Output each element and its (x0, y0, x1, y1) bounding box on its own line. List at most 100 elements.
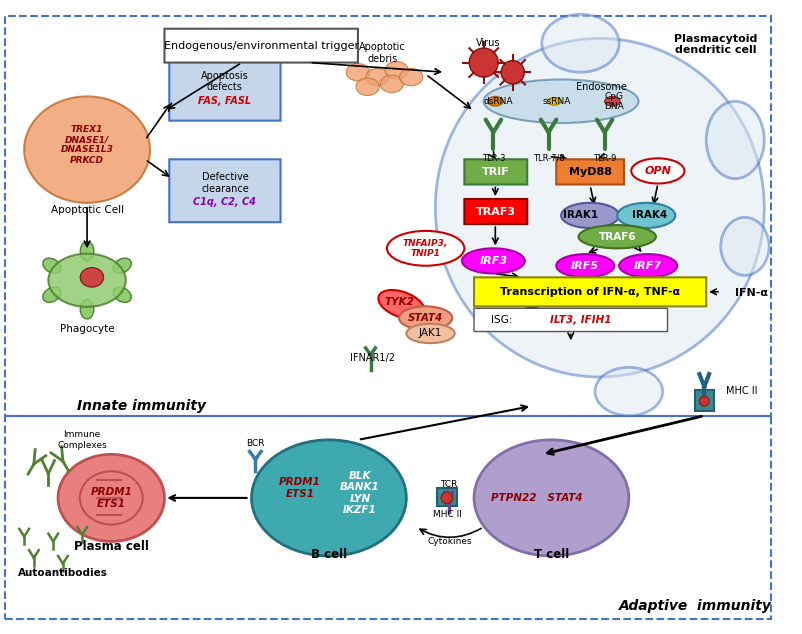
Text: T cell: T cell (534, 548, 569, 560)
Ellipse shape (618, 203, 675, 228)
Text: PTPN22   STAT4: PTPN22 STAT4 (491, 493, 583, 503)
Text: TRAF3: TRAF3 (476, 207, 516, 217)
FancyBboxPatch shape (557, 159, 624, 184)
Text: Apoptosis
defects: Apoptosis defects (201, 70, 249, 92)
Ellipse shape (366, 68, 389, 86)
Circle shape (501, 61, 525, 84)
Text: C1q, C2, C4: C1q, C2, C4 (193, 197, 257, 207)
Ellipse shape (595, 367, 662, 416)
Text: MyD88: MyD88 (569, 167, 612, 177)
Text: CpG
DNA: CpG DNA (605, 91, 624, 111)
Text: ILT3, IFIH1: ILT3, IFIH1 (549, 315, 611, 325)
Ellipse shape (387, 231, 464, 266)
Ellipse shape (252, 440, 407, 556)
Text: JAK1: JAK1 (419, 328, 442, 339)
Ellipse shape (43, 287, 61, 302)
Text: TLR-7/8: TLR-7/8 (533, 154, 565, 163)
Ellipse shape (462, 249, 525, 273)
Bar (695, 389, 714, 411)
Text: Apoptotic Cell: Apoptotic Cell (51, 205, 124, 215)
Ellipse shape (80, 471, 143, 524)
Text: TRAF6: TRAF6 (598, 231, 636, 242)
Ellipse shape (113, 258, 132, 273)
Bar (437, 488, 456, 506)
Ellipse shape (619, 254, 677, 277)
Text: TYK2: TYK2 (385, 297, 415, 306)
Ellipse shape (48, 254, 126, 307)
Text: TLR-3: TLR-3 (482, 154, 505, 163)
Text: IRF7: IRF7 (634, 261, 662, 271)
Text: dsRNA: dsRNA (484, 97, 513, 106)
Ellipse shape (707, 101, 764, 179)
FancyBboxPatch shape (474, 277, 707, 306)
Ellipse shape (80, 300, 94, 319)
Text: B cell: B cell (311, 548, 347, 560)
Ellipse shape (721, 217, 769, 275)
Ellipse shape (435, 39, 764, 377)
Ellipse shape (385, 61, 408, 79)
Text: BCR: BCR (246, 439, 265, 448)
Ellipse shape (488, 96, 503, 106)
Text: Plasma cell: Plasma cell (74, 540, 148, 553)
Circle shape (699, 396, 709, 406)
Text: TNFAIP3,
TNIP1: TNFAIP3, TNIP1 (403, 238, 448, 258)
Circle shape (469, 48, 498, 77)
Text: MHC II: MHC II (726, 387, 757, 396)
Text: Innate immunity: Innate immunity (78, 399, 206, 413)
Text: IRAK4: IRAK4 (633, 210, 668, 221)
Text: Autoantibodies: Autoantibodies (18, 568, 107, 578)
Text: IRAK1: IRAK1 (563, 210, 598, 221)
Text: IFN-α: IFN-α (735, 288, 768, 298)
Circle shape (441, 492, 453, 503)
Ellipse shape (346, 63, 370, 81)
FancyBboxPatch shape (464, 199, 527, 224)
FancyBboxPatch shape (169, 58, 281, 120)
Ellipse shape (43, 258, 61, 273)
Text: ssRNA: ssRNA (542, 97, 570, 106)
Text: FAS, FASL: FAS, FASL (198, 96, 252, 106)
Text: Virus: Virus (476, 38, 500, 48)
Text: IRF3: IRF3 (480, 256, 508, 266)
Ellipse shape (557, 254, 614, 277)
Text: IRF5: IRF5 (571, 261, 599, 271)
FancyBboxPatch shape (474, 308, 667, 332)
Text: Cytokines: Cytokines (427, 537, 472, 546)
Text: PRDM1
ETS1: PRDM1 ETS1 (91, 487, 132, 508)
Ellipse shape (474, 440, 629, 556)
Text: Defective
clearance: Defective clearance (201, 172, 249, 194)
Text: IFNAR1/2: IFNAR1/2 (350, 353, 395, 363)
Text: PRDM1
ETS1: PRDM1 ETS1 (279, 477, 321, 499)
Ellipse shape (113, 287, 132, 302)
Ellipse shape (379, 290, 424, 319)
Text: Endosome: Endosome (576, 82, 626, 92)
Ellipse shape (407, 324, 455, 343)
Text: TLR-9: TLR-9 (593, 154, 616, 163)
Ellipse shape (399, 68, 423, 86)
Text: Apoptotic
debris: Apoptotic debris (358, 42, 406, 63)
Ellipse shape (548, 98, 561, 105)
Text: BLK
BANK1
LYN
IKZF1: BLK BANK1 LYN IKZF1 (340, 470, 380, 515)
Ellipse shape (631, 158, 684, 183)
Text: TCR: TCR (440, 480, 458, 489)
Text: MHC II: MHC II (432, 510, 461, 519)
Text: Plasmacytoid
dendritic cell: Plasmacytoid dendritic cell (674, 34, 758, 55)
Ellipse shape (58, 455, 164, 541)
Text: Adaptive  immunity: Adaptive immunity (619, 599, 772, 613)
Ellipse shape (24, 96, 150, 203)
Ellipse shape (542, 14, 619, 72)
Text: STAT4: STAT4 (408, 313, 444, 323)
Ellipse shape (80, 242, 94, 261)
FancyBboxPatch shape (464, 159, 527, 184)
Text: Phagocyte: Phagocyte (60, 323, 115, 333)
FancyBboxPatch shape (169, 159, 281, 222)
Ellipse shape (80, 268, 103, 287)
Text: TRIF: TRIF (482, 167, 510, 177)
Text: OPN: OPN (645, 166, 671, 176)
Text: Transcription of IFN-α, TNF-α: Transcription of IFN-α, TNF-α (500, 287, 680, 297)
Ellipse shape (356, 78, 379, 96)
Ellipse shape (605, 96, 620, 106)
Ellipse shape (380, 75, 403, 93)
Text: ISG:: ISG: (491, 315, 516, 325)
Ellipse shape (561, 203, 619, 228)
Text: Endogenous/environmental trigger: Endogenous/environmental trigger (164, 41, 358, 51)
